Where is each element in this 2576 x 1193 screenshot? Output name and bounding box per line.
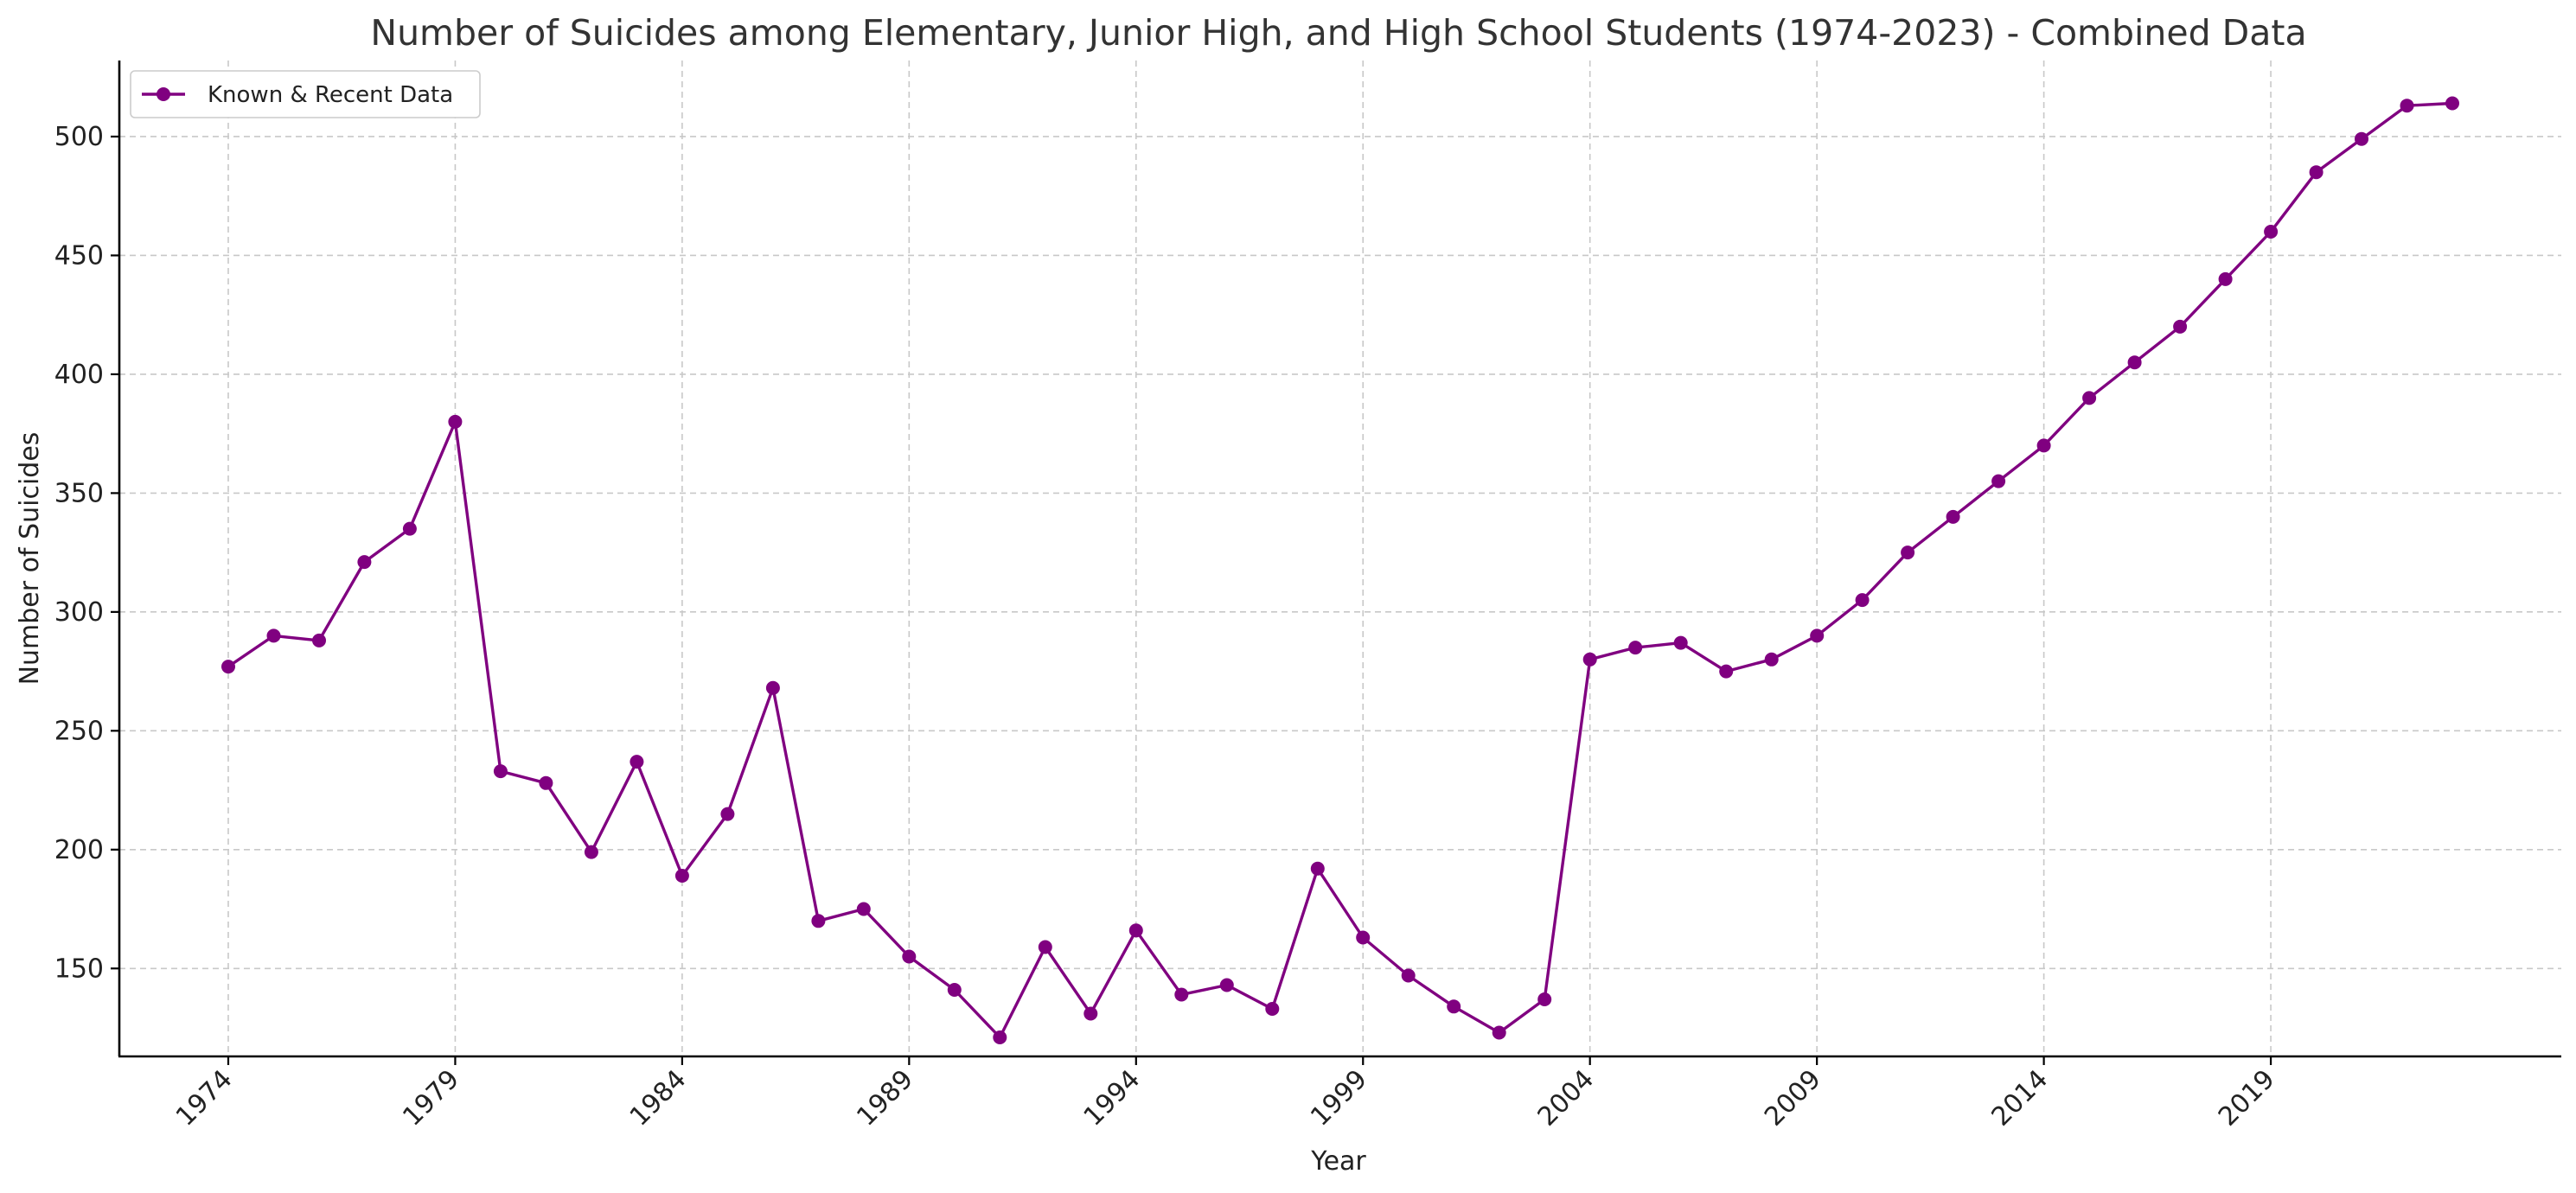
x-tick-label: 2014	[1986, 1064, 2055, 1132]
y-tick-label: 250	[54, 716, 104, 746]
y-axis-label: Number of Suicides	[15, 432, 45, 686]
x-tick-label: 2004	[1532, 1064, 1601, 1132]
data-point	[2082, 391, 2097, 405]
y-tick-label: 200	[54, 835, 104, 865]
data-point	[1447, 999, 1461, 1014]
data-point	[2218, 271, 2233, 286]
data-point	[266, 628, 281, 643]
data-point	[1719, 664, 1734, 679]
data-point	[1582, 652, 1597, 667]
x-tick-label: 1984	[624, 1064, 693, 1132]
data-point	[2127, 355, 2142, 370]
y-tick-label: 400	[54, 360, 104, 390]
data-point	[1628, 641, 1643, 655]
x-tick-label: 1974	[170, 1064, 239, 1132]
data-point	[221, 660, 235, 674]
data-point	[1492, 1025, 1506, 1040]
data-point	[402, 521, 417, 536]
data-point	[2355, 131, 2368, 146]
data-point	[2309, 165, 2324, 180]
data-point	[539, 775, 553, 790]
y-tick-label: 150	[54, 954, 104, 984]
legend-label: Known & Recent Data	[208, 82, 453, 108]
data-point	[1764, 652, 1779, 667]
data-point	[1356, 930, 1371, 945]
data-point	[1174, 987, 1189, 1002]
data-point	[1537, 992, 1552, 1006]
data-point	[1855, 593, 1870, 608]
data-point	[312, 633, 326, 648]
data-point	[1810, 628, 1825, 643]
data-point	[1265, 1002, 1280, 1016]
data-point	[357, 555, 372, 570]
x-tick-label: 1979	[397, 1064, 465, 1132]
chart-title: Number of Suicides among Elementary, Jun…	[370, 12, 2306, 54]
legend-box	[130, 70, 481, 118]
data-point	[1128, 923, 1143, 938]
series-line	[227, 101, 2453, 1039]
data-point	[856, 902, 871, 916]
data-point	[1901, 545, 1915, 560]
y-tick-label: 450	[54, 240, 104, 271]
data-point	[2264, 225, 2279, 239]
y-tick-label: 350	[54, 478, 104, 508]
x-axis-label: Year	[1310, 1146, 1366, 1177]
data-point	[1946, 509, 1960, 524]
data-point	[2400, 99, 2414, 113]
data-point	[2036, 438, 2051, 453]
data-point	[630, 755, 644, 769]
series	[221, 96, 2459, 1044]
data-point	[993, 1030, 1007, 1044]
data-point	[584, 845, 598, 859]
data-point	[674, 869, 689, 883]
x-tick-label: 2019	[2213, 1064, 2281, 1132]
data-point	[1401, 968, 1416, 983]
data-point	[493, 764, 508, 779]
axes	[118, 61, 2561, 1058]
data-point	[1083, 1006, 1098, 1021]
data-point	[1219, 978, 1234, 992]
data-point	[765, 680, 780, 695]
data-point	[947, 983, 962, 997]
y-tick-label: 300	[54, 597, 104, 628]
data-point	[1673, 635, 1688, 650]
x-tick-label: 1999	[1305, 1064, 1373, 1132]
grid-lines	[119, 61, 2561, 1056]
data-point	[1991, 474, 2006, 488]
legend-marker-swatch	[157, 87, 170, 101]
data-point	[2445, 96, 2459, 111]
legend: Known & Recent Data	[130, 70, 481, 118]
ticks: 150 200 250 300 350 400 450 500 1974 1979 1984 1989…	[54, 122, 2281, 1132]
data-point	[811, 914, 826, 928]
x-tick-label: 1994	[1078, 1064, 1147, 1132]
data-point	[448, 414, 463, 429]
x-tick-label: 1989	[851, 1064, 919, 1132]
y-tick-label: 500	[54, 122, 104, 152]
data-point	[902, 949, 917, 964]
data-point	[2173, 319, 2188, 334]
data-point	[1038, 940, 1052, 954]
x-tick-label: 2009	[1759, 1064, 1827, 1132]
data-point	[1310, 861, 1325, 876]
data-point	[720, 807, 735, 821]
